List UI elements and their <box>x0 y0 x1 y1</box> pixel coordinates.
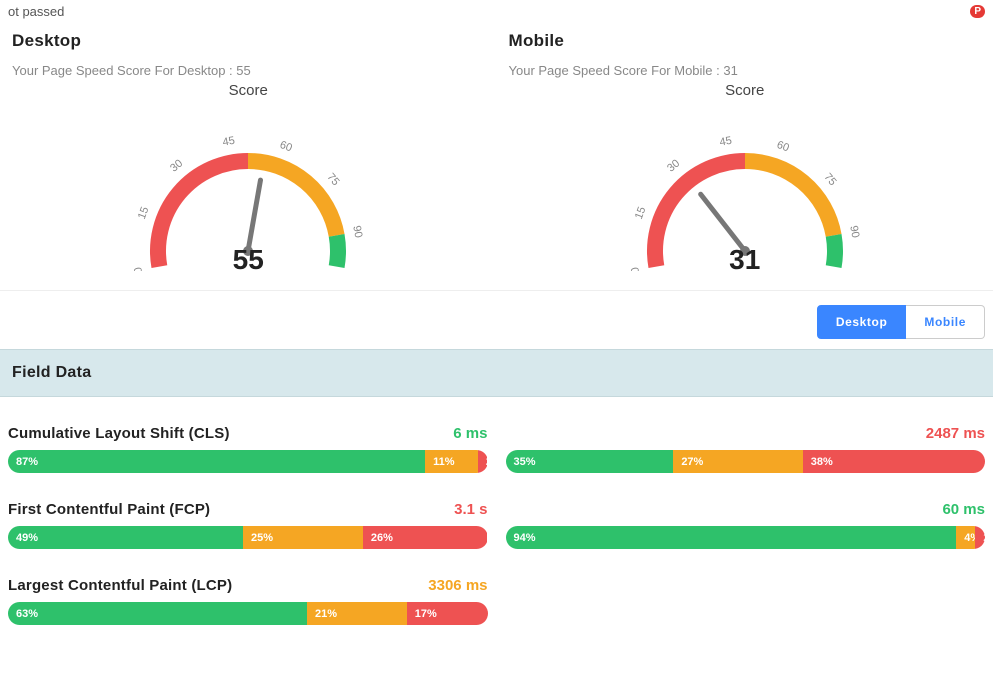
svg-text:0: 0 <box>629 266 642 271</box>
metric-name: Largest Contentful Paint (LCP) <box>8 577 232 594</box>
svg-text:90: 90 <box>847 225 861 239</box>
gauge-subtitle: Your Page Speed Score For Mobile : 31 <box>509 63 982 78</box>
bar-segment: 27% <box>673 450 802 473</box>
bar-segment: 35% <box>506 450 674 473</box>
metric-name: Cumulative Layout Shift (CLS) <box>8 425 230 442</box>
tab-row: Desktop Mobile <box>0 291 993 349</box>
svg-text:45: 45 <box>718 135 732 149</box>
metrics-grid: Cumulative Layout Shift (CLS)6 ms87%11%2… <box>0 397 993 637</box>
gauge-mobile: Mobile Your Page Speed Score For Mobile … <box>497 31 993 276</box>
bar-segment: 17% <box>407 602 488 625</box>
bar-segment: 63% <box>8 602 307 625</box>
bar-segment: 94% <box>506 526 957 549</box>
metric: 60 ms 94%4%2% <box>506 501 986 549</box>
svg-text:60: 60 <box>775 139 791 154</box>
tab-mobile[interactable]: Mobile <box>906 305 985 339</box>
svg-text:30: 30 <box>665 157 682 174</box>
metric: Cumulative Layout Shift (CLS) 6 ms 87%11%2… <box>8 425 488 473</box>
gauge-title: Mobile <box>509 31 982 51</box>
gauge-value: 55 <box>12 244 485 276</box>
svg-text:15: 15 <box>136 205 151 221</box>
distribution-bar: 63%21%17% <box>8 602 488 625</box>
gauges-row: Desktop Your Page Speed Score For Deskto… <box>0 23 993 291</box>
distribution-bar: 49%25%26% <box>8 526 488 549</box>
distribution-bar: 94%4%2% <box>506 526 986 549</box>
bar-segment: 2% <box>478 450 488 473</box>
distribution-bar: 35%27%38% <box>506 450 986 473</box>
bar-segment: 21% <box>307 602 407 625</box>
gauge-desktop: Desktop Your Page Speed Score For Deskto… <box>0 31 497 276</box>
bar-segment: 49% <box>8 526 243 549</box>
metric-value: 6 ms <box>453 425 487 442</box>
metric-value: 3.1 s <box>454 501 487 518</box>
tab-desktop[interactable]: Desktop <box>817 305 907 339</box>
bar-segment: 38% <box>803 450 985 473</box>
top-bar: ot passed P <box>0 0 993 23</box>
bar-segment: 11% <box>425 450 478 473</box>
svg-text:0: 0 <box>132 266 145 271</box>
metric-value: 3306 ms <box>428 577 487 594</box>
bar-segment: 25% <box>243 526 363 549</box>
gauge-value: 31 <box>509 244 982 276</box>
status-badge: P <box>970 5 985 18</box>
distribution-bar: 87%11%2% <box>8 450 488 473</box>
bar-segment: 4% <box>956 526 975 549</box>
metric: 2487 ms 35%27%38% <box>506 425 986 473</box>
metric-name: First Contentful Paint (FCP) <box>8 501 210 518</box>
svg-text:30: 30 <box>168 157 185 174</box>
bar-segment: 87% <box>8 450 425 473</box>
metric: Largest Contentful Paint (LCP) 3306 ms 63%… <box>8 577 488 625</box>
metric-value: 2487 ms <box>926 425 985 442</box>
svg-text:90: 90 <box>351 225 365 239</box>
metric: First Contentful Paint (FCP) 3.1 s 49%25%2… <box>8 501 488 549</box>
svg-text:15: 15 <box>633 205 648 221</box>
metric-value: 60 ms <box>942 501 985 518</box>
svg-text:75: 75 <box>821 171 838 188</box>
svg-text:60: 60 <box>278 139 294 154</box>
bar-segment: 2% <box>975 526 985 549</box>
status-text: ot passed <box>8 4 64 19</box>
gauge-score-label: Score <box>509 82 982 99</box>
bar-segment: 26% <box>363 526 488 549</box>
metrics-col-right: 2487 ms 35%27%38% 60 ms 94%4%2% <box>506 425 986 625</box>
svg-text:45: 45 <box>222 135 236 149</box>
gauge-score-label: Score <box>12 82 485 99</box>
section-field-data: Field Data <box>0 349 993 397</box>
metrics-col-left: Cumulative Layout Shift (CLS)6 ms87%11%2… <box>8 425 488 625</box>
gauge-title: Desktop <box>12 31 485 51</box>
gauge-subtitle: Your Page Speed Score For Desktop : 55 <box>12 63 485 78</box>
svg-text:75: 75 <box>325 171 342 188</box>
